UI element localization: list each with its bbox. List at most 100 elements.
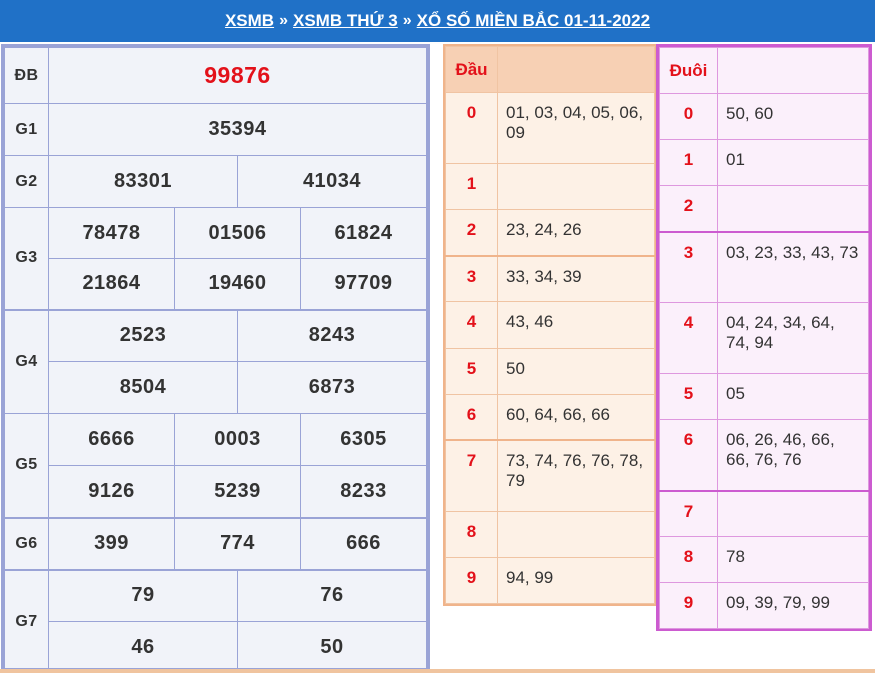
- dau-row: 3 33, 34, 39: [445, 254, 655, 303]
- duoi-key: 2: [659, 185, 718, 232]
- prize-value: 19460: [174, 258, 301, 310]
- dau-values: 01, 03, 04, 05, 06, 09: [497, 92, 655, 165]
- dau-header-empty: [497, 45, 655, 94]
- prize-row-db: ĐB 99876: [4, 47, 427, 104]
- duoi-values: 03, 23, 33, 43, 73: [717, 230, 869, 303]
- prize-row-g5: G5 6666 0003 6305: [4, 413, 427, 518]
- duoi-header-row: Đuôi: [659, 47, 869, 94]
- duoi-row: 7: [659, 489, 869, 537]
- prize-row-g4: 8504 6873: [5, 361, 427, 414]
- duoi-values: 09, 39, 79, 99: [717, 582, 869, 629]
- dau-row: 4 43, 46: [445, 301, 655, 349]
- prize-label: ĐB: [4, 47, 49, 104]
- dau-header-row: Đầu: [445, 45, 655, 94]
- prize-value: 6873: [237, 361, 427, 414]
- duoi-key: 0: [659, 93, 718, 140]
- breadcrumb-separator-icon: »: [279, 12, 288, 29]
- prize-row-g2: G2 83301 41034: [4, 155, 427, 208]
- prize-row-g6: G6 399 774 666: [4, 516, 427, 570]
- breadcrumb-separator-icon: »: [402, 12, 412, 29]
- duoi-header-empty: [717, 47, 869, 94]
- duoi-row: 9 09, 39, 79, 99: [659, 582, 869, 629]
- prize-label: G7: [4, 568, 49, 673]
- duoi-row: 6 06, 26, 46, 66, 66, 76, 76: [659, 419, 869, 491]
- prize-value: 78478: [48, 207, 175, 259]
- prize-label: G4: [4, 308, 49, 414]
- duoi-key: 9: [659, 582, 718, 629]
- prize-value: 46: [48, 621, 238, 673]
- prize-row-g7: 46 50: [5, 621, 427, 673]
- prize-value: 6666: [48, 413, 175, 466]
- dau-key: 9: [445, 556, 498, 605]
- dau-values: 33, 34, 39: [497, 254, 655, 303]
- prize-value: 666: [300, 516, 427, 570]
- duoi-values: 06, 26, 46, 66, 66, 76, 76: [717, 419, 869, 491]
- prize-row-g4: G4 2523 8243: [4, 308, 427, 414]
- special-prize-value: 99876: [48, 47, 427, 104]
- prize-value: 8243: [237, 308, 427, 362]
- dau-row: 2 23, 24, 26: [445, 209, 655, 257]
- prize-value: 35394: [48, 103, 427, 156]
- dau-values: 60, 64, 66, 66: [497, 393, 655, 441]
- dau-row: 6 60, 64, 66, 66: [445, 393, 655, 441]
- duoi-values: [717, 185, 869, 232]
- prize-value: 6305: [300, 413, 427, 466]
- duoi-header-label: Đuôi: [659, 47, 718, 94]
- duoi-row: 2: [659, 185, 869, 232]
- dau-values: 94, 99: [497, 556, 655, 605]
- dau-values: 43, 46: [497, 301, 655, 349]
- prize-value: 5239: [174, 465, 301, 518]
- prize-value: 83301: [48, 155, 238, 208]
- prize-label: G6: [4, 516, 49, 570]
- prize-value: 01506: [174, 207, 301, 259]
- prize-value: 97709: [300, 258, 427, 310]
- duoi-values: 78: [717, 536, 869, 583]
- dau-key: 8: [445, 510, 498, 558]
- duoi-key: 4: [659, 302, 718, 374]
- duoi-row: 5 05: [659, 373, 869, 420]
- prize-value: 41034: [237, 155, 427, 208]
- prize-row-g1: G1 35394: [4, 103, 427, 156]
- duoi-key: 3: [659, 230, 718, 303]
- dau-row: 7 73, 74, 76, 76, 78, 79: [445, 439, 655, 512]
- duoi-values: 04, 24, 34, 64, 74, 94: [717, 302, 869, 374]
- dau-key: 2: [445, 209, 498, 257]
- duoi-values: [717, 489, 869, 537]
- breadcrumb-link-current-page[interactable]: XỔ SỐ MIỀN BẮC 01-11-2022: [416, 11, 651, 30]
- dau-values: 73, 74, 76, 76, 78, 79: [497, 439, 655, 512]
- duoi-values: 50, 60: [717, 93, 869, 140]
- prize-value: 8504: [48, 361, 238, 414]
- dau-key: 7: [445, 439, 498, 512]
- prize-label: G1: [4, 103, 49, 156]
- prize-value: 21864: [48, 258, 175, 310]
- duoi-key: 5: [659, 373, 718, 420]
- prize-row-g7: G7 79 76: [4, 568, 427, 673]
- prize-value: 76: [237, 568, 427, 622]
- dau-values: 23, 24, 26: [497, 209, 655, 257]
- duoi-table: Đuôi 0 50, 60 1 01 2 3 03, 23, 33, 43, 7…: [656, 44, 872, 631]
- dau-row: 5 50: [445, 347, 655, 395]
- prize-label: G3: [4, 207, 49, 310]
- duoi-row: 0 50, 60: [659, 93, 869, 140]
- prize-value: 8233: [300, 465, 427, 518]
- dau-values: [497, 163, 655, 211]
- dau-key: 0: [445, 92, 498, 165]
- prize-row-g3: 21864 19460 97709: [5, 258, 427, 310]
- prize-value: 79: [48, 568, 238, 622]
- breadcrumb-link-xsmb-thu-3[interactable]: XSMB THỨ 3: [292, 11, 398, 30]
- dau-values: [497, 510, 655, 558]
- breadcrumb-link-xsmb[interactable]: XSMB: [224, 11, 275, 30]
- dau-row: 0 01, 03, 04, 05, 06, 09: [445, 92, 655, 165]
- dau-key: 5: [445, 347, 498, 395]
- duoi-row: 1 01: [659, 139, 869, 186]
- duoi-values: 01: [717, 139, 869, 186]
- prize-row-g3: G3 78478 01506 61824: [4, 207, 427, 310]
- dau-key: 6: [445, 393, 498, 441]
- prize-value: 50: [237, 621, 427, 673]
- duoi-key: 8: [659, 536, 718, 583]
- prize-label: G5: [4, 413, 49, 518]
- prize-value: 9126: [48, 465, 175, 518]
- prize-row-g5: 9126 5239 8233: [5, 465, 427, 518]
- duoi-key: 7: [659, 489, 718, 537]
- dau-row: 8: [445, 510, 655, 558]
